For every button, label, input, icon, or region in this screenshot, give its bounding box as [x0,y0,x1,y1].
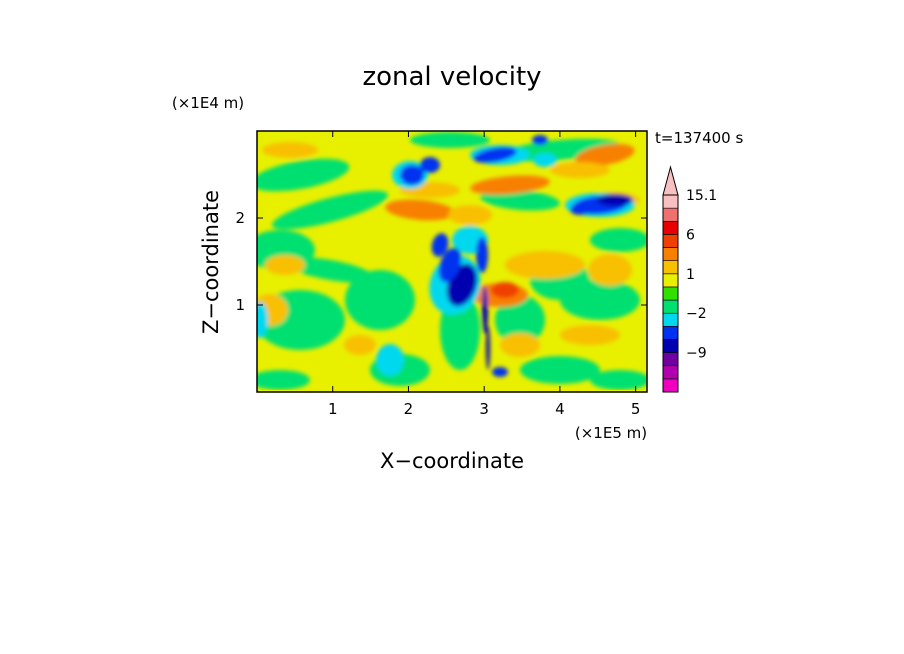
y-axis-ticks: 12 [235,209,647,314]
x-tick-label: 1 [328,400,338,418]
colorbar-swatch [662,207,679,222]
colorbar-arrow [662,165,679,196]
colorbar-label: 15.1 [686,188,717,204]
time-label: t=137400 s [655,129,743,147]
colorbar-label: 1 [686,267,695,283]
y-tick-label: 2 [235,209,245,227]
y-axis-label: Z−coordinate [199,190,223,334]
colorbar-swatch [662,339,679,353]
colorbar-label: −2 [686,306,707,322]
colorbar-label: 6 [686,227,695,243]
x-tick-label: 4 [555,400,565,418]
colorbar-swatch [662,194,679,209]
chart-title: zonal velocity [362,62,541,92]
x-tick-label: 3 [479,400,489,418]
x-tick-label: 2 [404,400,414,418]
colorbar-swatch [662,247,679,261]
colorbar: 15.1 6 1 −2 −9 [662,165,717,393]
x-tick-label: 5 [631,400,641,418]
x-axis-label: X−coordinate [380,449,524,473]
colorbar-swatch [662,312,679,327]
y-tick-label: 1 [235,296,245,314]
colorbar-frame [662,194,679,393]
colorbar-swatch [662,273,679,288]
plot-frame [256,130,648,393]
x-axis-ticks: 1 2 3 4 5 [328,131,640,418]
colorbar-swatch [662,326,679,340]
colorbar-swatch [662,220,679,235]
x-unit-label: (×1E5 m) [575,424,647,442]
colorbar-label: −9 [686,346,707,362]
colorbar-swatch [662,365,679,380]
colorbar-swatch [662,299,679,314]
colorbar-swatch [662,378,679,393]
y-unit-label: (×1E4 m) [172,94,244,112]
velocity-field [257,132,647,390]
colorbar-swatch [662,352,679,367]
colorbar-swatch [662,286,679,301]
colorbar-swatch [662,260,679,275]
colorbar-swatch [662,234,679,248]
